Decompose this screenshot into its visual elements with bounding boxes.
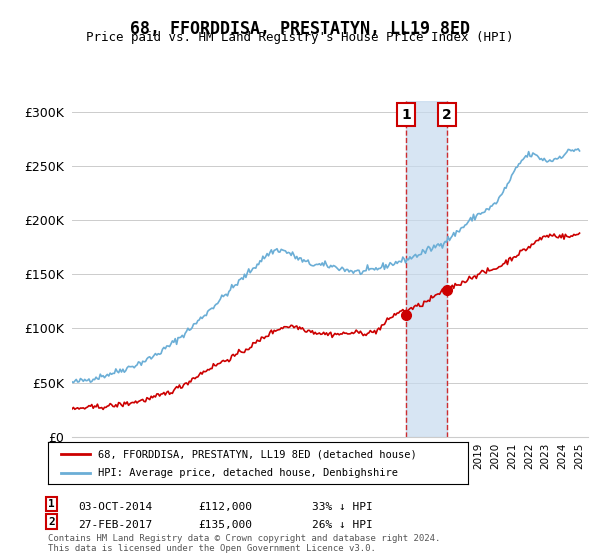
Text: £112,000: £112,000 [198,502,252,512]
Text: 68, FFORDDISA, PRESTATYN, LL19 8ED: 68, FFORDDISA, PRESTATYN, LL19 8ED [130,20,470,38]
Text: Contains HM Land Registry data © Crown copyright and database right 2024.
This d: Contains HM Land Registry data © Crown c… [48,534,440,553]
Text: 2: 2 [48,517,55,527]
Text: 26% ↓ HPI: 26% ↓ HPI [312,520,373,530]
Text: 27-FEB-2017: 27-FEB-2017 [78,520,152,530]
Bar [406,101,447,437]
Text: 1: 1 [48,499,55,509]
Text: Price paid vs. HM Land Registry's House Price Index (HPI): Price paid vs. HM Land Registry's House … [86,31,514,44]
Text: 68, FFORDDISA, PRESTATYN, LL19 8ED (detached house): 68, FFORDDISA, PRESTATYN, LL19 8ED (deta… [98,449,417,459]
Text: 1: 1 [401,108,411,122]
Text: 33% ↓ HPI: 33% ↓ HPI [312,502,373,512]
Text: 03-OCT-2014: 03-OCT-2014 [78,502,152,512]
Text: HPI: Average price, detached house, Denbighshire: HPI: Average price, detached house, Denb… [98,468,398,478]
Text: 2: 2 [442,108,452,122]
Text: £135,000: £135,000 [198,520,252,530]
